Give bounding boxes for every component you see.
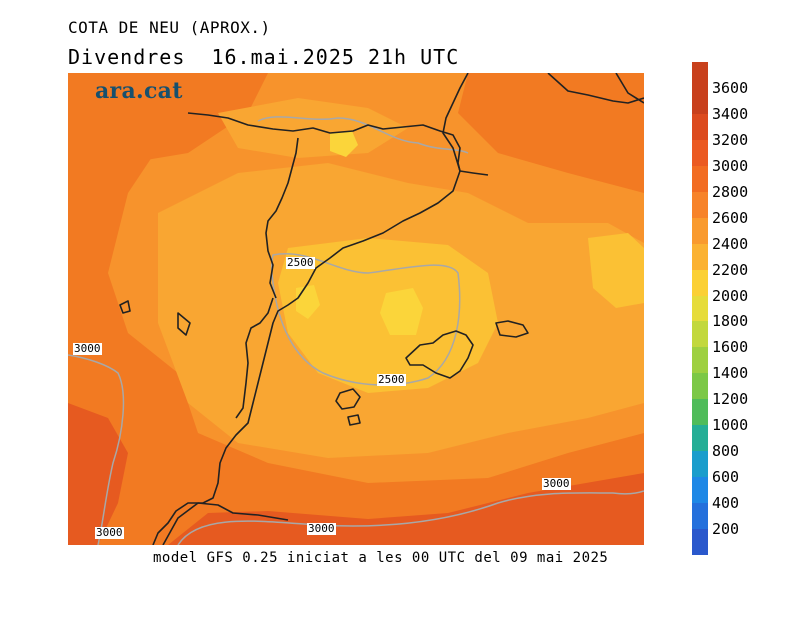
colorbar-label: 2600 (712, 208, 749, 227)
colorbar-label: 1000 (712, 416, 749, 435)
contour-label-2500-south: 2500 (377, 373, 406, 386)
colorbar-segment (692, 62, 708, 89)
colorbar-segment (692, 165, 708, 193)
field-yellow-east (588, 233, 644, 308)
colorbar-label: 3600 (712, 78, 749, 97)
colorbar-segment (692, 243, 708, 271)
colorbar-segment (692, 191, 708, 219)
colorbar-segment (692, 295, 708, 322)
island-ibiza (335, 388, 361, 410)
colorbar-label: 3200 (712, 130, 749, 149)
colorbar-segment (692, 503, 708, 530)
island-formentera (347, 414, 361, 426)
colorbar-segment (692, 217, 708, 245)
colorbar-label: 1600 (712, 338, 749, 357)
ara-cat-logo: ara.cat (95, 78, 183, 104)
contour-2500-center (271, 253, 461, 386)
colorbar-label: 1200 (712, 390, 749, 409)
colorbar-segment (692, 139, 708, 167)
map-canvas (68, 73, 644, 545)
colorbar-label: 1800 (712, 312, 749, 331)
contour-label-3000-east: 3000 (542, 477, 571, 490)
colorbar-label: 3000 (712, 156, 749, 175)
colorbar-segment (692, 87, 708, 115)
colorbar-segment (692, 399, 708, 426)
colorbar-label: 800 (712, 442, 740, 461)
contour-lines (68, 116, 644, 545)
colorbar-segment (692, 451, 708, 478)
field-dark-north (68, 73, 268, 163)
coastlines (119, 73, 644, 545)
coast-sardinia-frag (615, 73, 644, 104)
colorbar-segment (692, 477, 708, 504)
colorbar-label: 1400 (712, 364, 749, 383)
colorbar-label: 400 (712, 494, 740, 513)
colorbar-label: 2000 (712, 286, 749, 305)
border-inland-west (235, 297, 274, 419)
island-mallorca (405, 330, 474, 379)
colorbar-segment (692, 347, 708, 374)
colorbar-label: 3400 (712, 104, 749, 123)
colorbar-segment (692, 321, 708, 348)
contour-label-2500-north: 2500 (286, 256, 315, 269)
border-inland-north (265, 137, 299, 299)
colorbar-label: 200 (712, 520, 740, 539)
map-title: COTA DE NEU (APROX.) (68, 18, 271, 37)
snow-level-map (68, 73, 644, 545)
field-yellow-bright-3 (330, 131, 358, 157)
colorbar-segment (692, 113, 708, 141)
contour-label-3000-south: 3000 (307, 522, 336, 535)
colorbar-label: 2800 (712, 182, 749, 201)
colorbar-segment (692, 269, 708, 297)
contour-3000-south (177, 490, 644, 545)
field-yellow-bright-2 (296, 285, 320, 319)
field-yellow-bright-1 (380, 288, 423, 335)
coast-africa (162, 502, 289, 545)
border-pyrenees (187, 112, 489, 176)
colorbar-label: 600 (712, 468, 740, 487)
contour-label-3000-west: 3000 (73, 342, 102, 355)
coast-france (442, 73, 469, 172)
contour-label-3000-southwest: 3000 (95, 526, 124, 539)
colorbar-segment (692, 529, 708, 556)
model-run-info: model GFS 0.25 iniciat a les 00 UTC del … (153, 550, 609, 566)
coast-small-west (177, 312, 191, 336)
island-menorca (495, 320, 529, 338)
map-subtitle-datetime: Divendres 16.mai.2025 21h UTC (68, 45, 460, 69)
coast-italy (547, 73, 644, 104)
field-dark-northeast (458, 73, 644, 193)
colorbar-label: 2400 (712, 234, 749, 253)
colorbar-label: 2200 (712, 260, 749, 279)
contour-3000-west (68, 354, 125, 545)
colorbar-segment (692, 373, 708, 400)
small-lake (119, 300, 131, 314)
field-red-southwest (68, 403, 128, 545)
field-red-south (168, 473, 644, 545)
colorbar (692, 62, 708, 556)
colorbar-segment (692, 425, 708, 452)
